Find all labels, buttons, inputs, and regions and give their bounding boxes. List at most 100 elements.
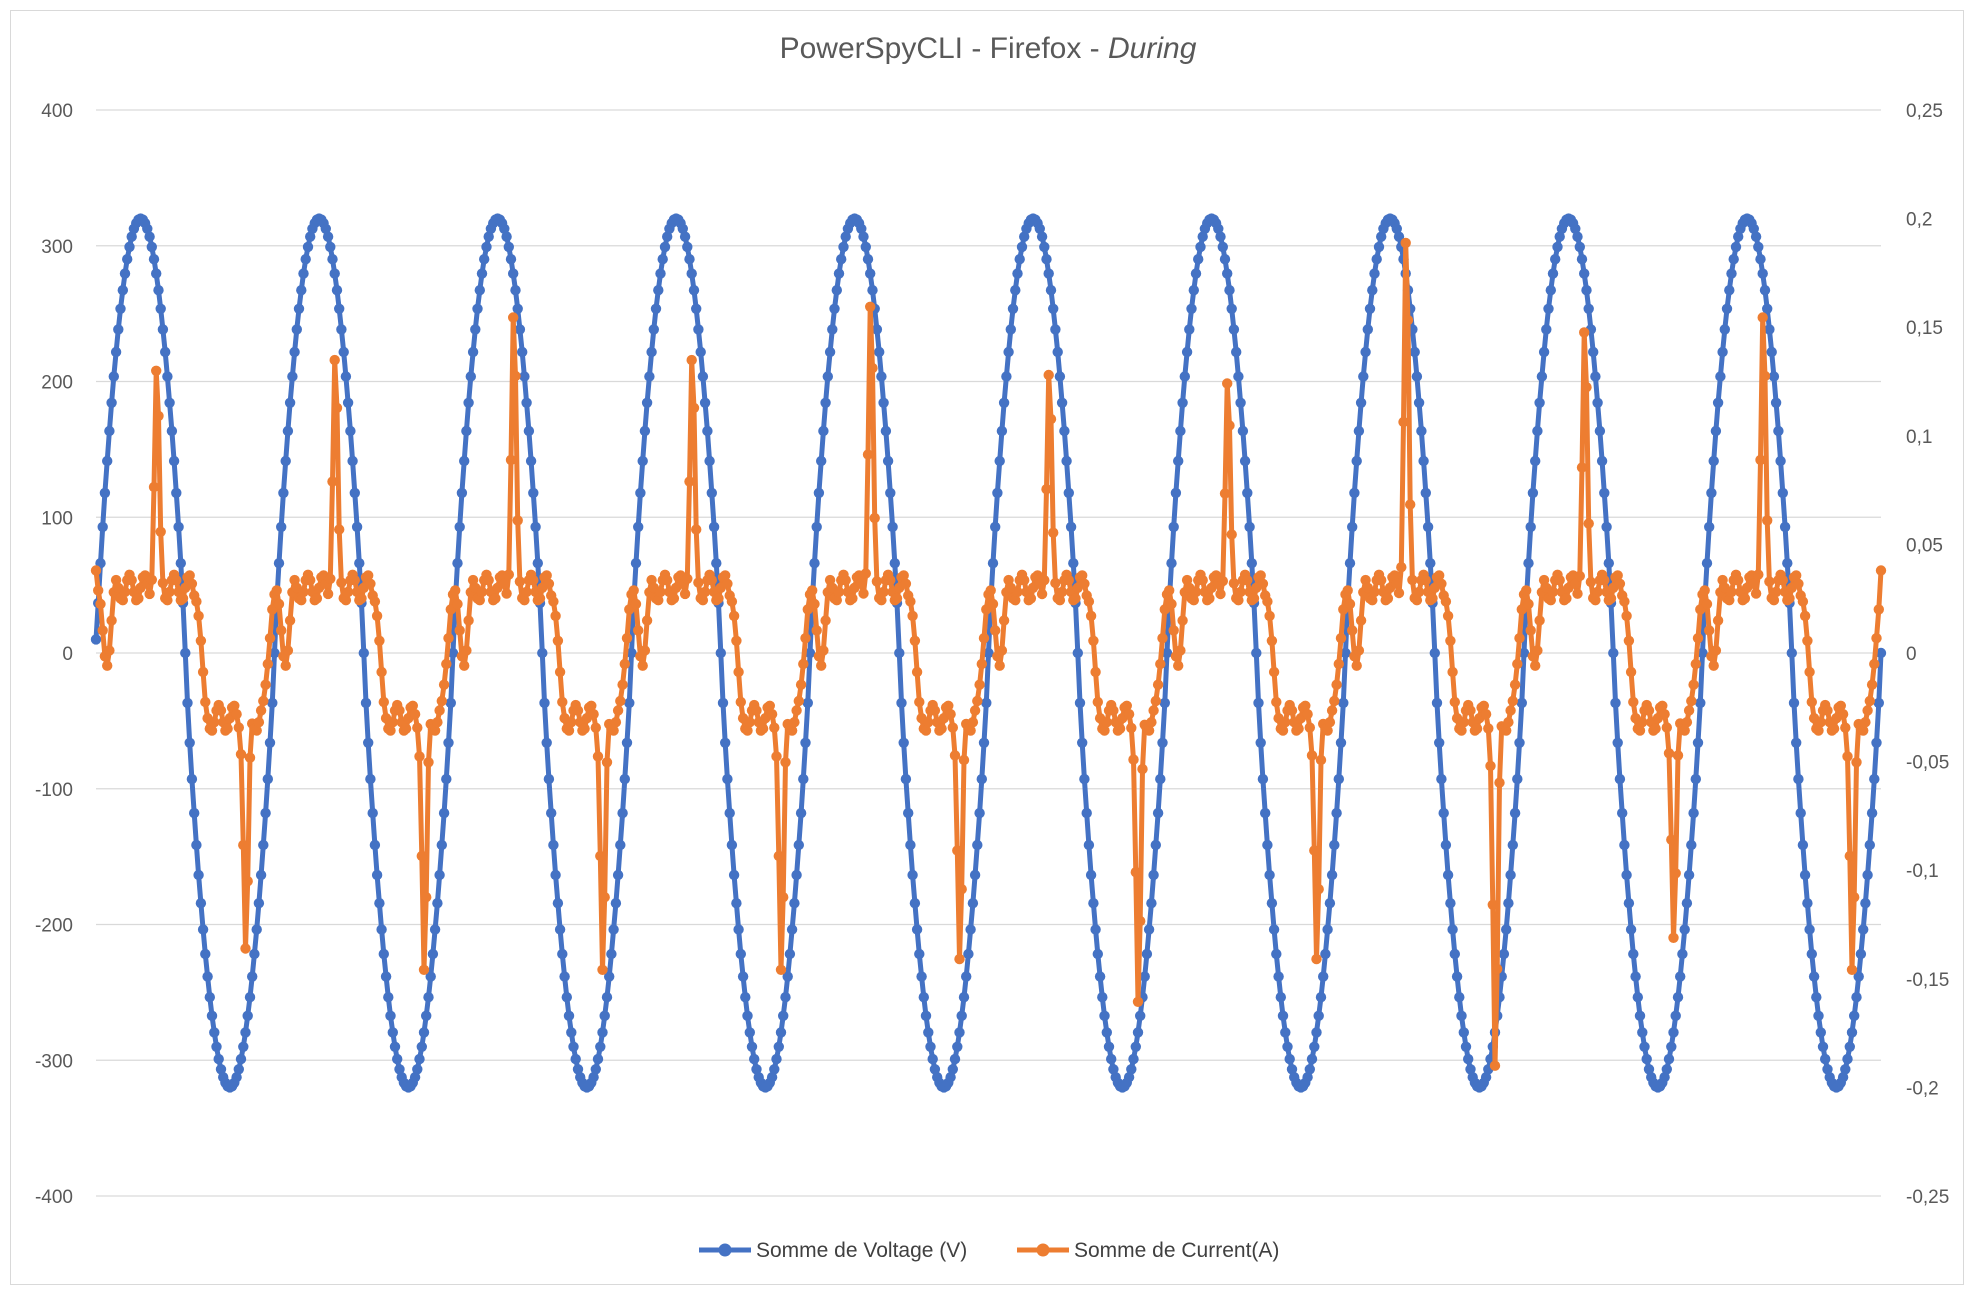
current-point [1333,658,1345,670]
voltage-point [1351,455,1362,467]
voltage-point [322,231,334,242]
voltage-point [175,558,186,569]
voltage-point [836,254,847,265]
voltage-point [1864,839,1876,851]
voltage-point [331,285,343,296]
current-point [1322,725,1333,736]
voltage-point [499,223,510,234]
voltage-point [1338,697,1349,709]
voltage-point [251,924,262,935]
voltage-point [479,254,490,265]
current-point [450,585,461,596]
current-point [969,705,981,716]
voltage-point [1226,303,1237,314]
current-point [1690,658,1702,670]
voltage-point [1168,521,1179,533]
voltage-point [1233,371,1244,382]
current-point [541,570,552,581]
current-point [1523,598,1534,610]
voltage-point [1054,371,1066,382]
voltage-point [907,869,918,881]
current-point [976,658,987,670]
voltage-point [1344,558,1356,569]
right-tick-label: 0,1 [1906,427,1932,448]
current-point [974,679,985,690]
voltage-point [1235,397,1246,408]
voltage-point [1505,869,1516,881]
voltage-point [503,241,514,253]
voltage-point [697,371,709,382]
voltage-point [735,948,746,960]
voltage-point [867,285,878,296]
current-point [869,512,880,524]
voltage-point [679,231,691,242]
voltage-point [1692,737,1704,748]
current-point [1456,725,1467,736]
voltage-point [896,697,907,709]
voltage-point [1820,1053,1831,1065]
voltage-point [412,1064,423,1075]
voltage-point [958,992,970,1003]
voltage-point [1594,425,1606,437]
voltage-point [1237,425,1249,437]
voltage-point [1224,285,1235,296]
voltage-point [1186,303,1197,314]
current-point [1114,723,1126,734]
current-point [1019,575,1030,586]
legend-label: Somme de Voltage (V) [756,1239,967,1262]
left-tick-label: 200 [41,373,73,394]
current-point [691,524,702,535]
voltage-point [1637,1027,1648,1038]
current-point [791,705,802,716]
voltage-point [427,948,439,960]
chart-title-main: PowerSpyCLI - Firefox - [780,32,1108,65]
current-point [742,725,753,736]
current-point [1449,696,1461,708]
current-point [998,615,1010,626]
voltage-point [974,807,985,819]
voltage-point [342,397,354,408]
current-point [1041,484,1052,495]
current-point [1043,369,1054,381]
voltage-point [1139,971,1150,982]
voltage-point [1507,839,1519,851]
current-point [885,575,896,586]
current-point [816,660,827,671]
current-point [1862,705,1873,716]
voltage-point [269,647,280,659]
voltage-point [1846,1027,1858,1038]
voltage-point [686,268,697,279]
current-point [655,586,666,598]
current-point [1701,598,1713,610]
voltage-point [963,948,974,960]
current-point [271,585,282,596]
voltage-point [733,924,744,935]
current-point [786,725,798,736]
voltage-point [746,1041,758,1053]
current-point [1753,569,1764,580]
voltage-point [104,425,115,437]
current-point [284,615,296,626]
current-point [1657,700,1668,711]
left-tick-label: 400 [41,101,73,122]
current-point [865,301,876,312]
voltage-point [1007,303,1019,314]
voltage-point [831,285,842,296]
voltage-point [822,371,833,382]
current-point [407,700,418,711]
voltage-point [894,647,905,659]
current-point [1681,717,1693,728]
current-point [1507,695,1519,707]
current-point [1849,892,1860,903]
legend: Somme de Voltage (V) Somme de Current(A) [699,1239,1279,1262]
current-point [1262,596,1273,607]
voltage-point [289,346,300,358]
current-point [1494,777,1505,788]
current-point [519,595,530,606]
current-point [528,575,539,586]
voltage-point [392,1053,403,1065]
voltage-point [1695,697,1706,709]
current-point [1130,867,1142,878]
current-point [238,839,249,851]
voltage-point [358,647,369,659]
